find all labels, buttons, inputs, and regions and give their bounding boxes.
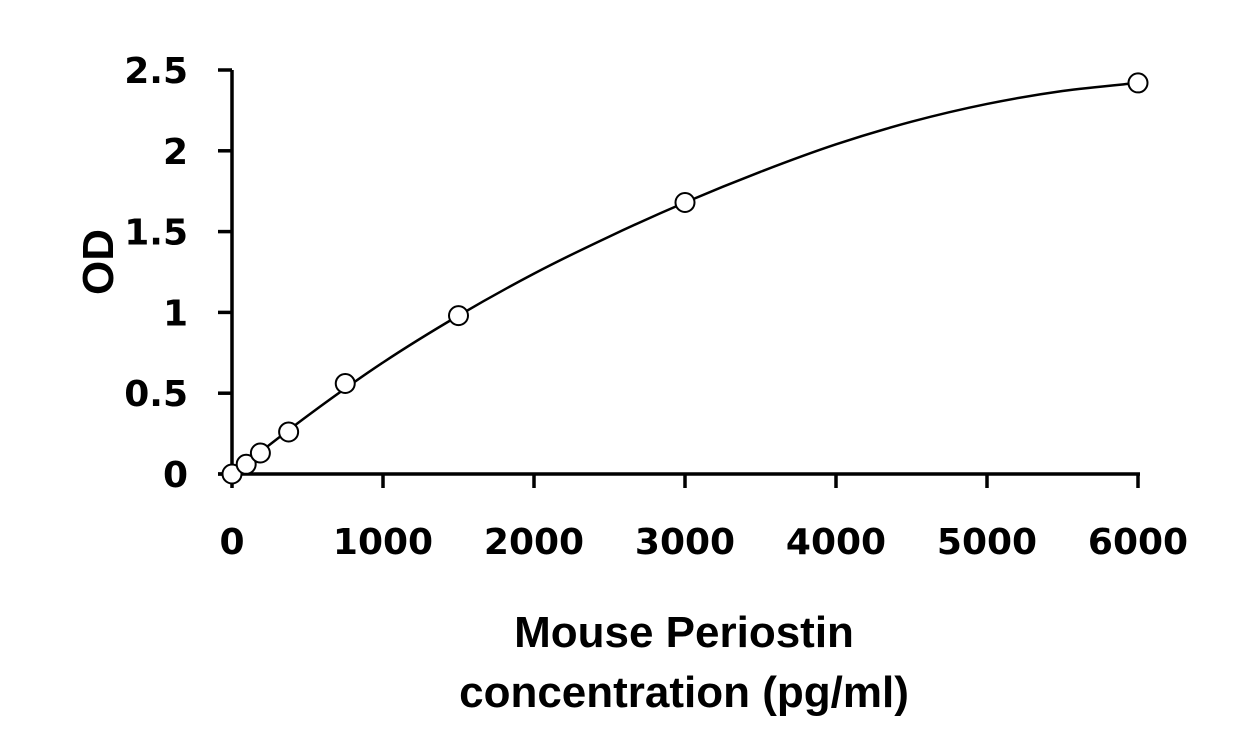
x-axis-title-line-2: concentration (pg/ml) (459, 668, 909, 717)
fit-curve (231, 81, 1139, 475)
x-tick-label: 0 (219, 522, 244, 563)
y-axis-ticks: 0 0.5 1 1.5 2 2.5 (124, 51, 232, 496)
x-axis-ticks: 0 1000 2000 3000 4000 5000 6000 (219, 474, 1188, 563)
y-axis-title: OD (74, 229, 123, 295)
x-axis-title-line-1: Mouse Periostin (514, 608, 854, 657)
y-tick-label: 1.5 (124, 213, 188, 254)
y-tick-label: 0.5 (124, 374, 188, 415)
data-point (334, 373, 356, 395)
data-point (1127, 72, 1149, 94)
x-tick-label: 1000 (333, 522, 433, 563)
data-point (235, 453, 257, 475)
data-point (448, 305, 469, 327)
y-tick-label: 0 (163, 455, 188, 496)
axes (218, 70, 1140, 476)
y-tick-label: 2.5 (124, 51, 188, 92)
data-points (221, 72, 1149, 485)
data-point (221, 463, 243, 485)
x-tick-label: 6000 (1088, 522, 1188, 563)
x-tick-label: 5000 (937, 522, 1037, 563)
data-point (674, 192, 696, 214)
x-tick-label: 4000 (786, 522, 886, 563)
x-tick-label: 3000 (635, 522, 735, 563)
y-tick-label: 1 (163, 293, 188, 334)
x-tick-label: 2000 (484, 522, 584, 563)
y-tick-label: 2 (163, 132, 188, 173)
data-point (249, 442, 271, 464)
data-point (278, 421, 300, 443)
